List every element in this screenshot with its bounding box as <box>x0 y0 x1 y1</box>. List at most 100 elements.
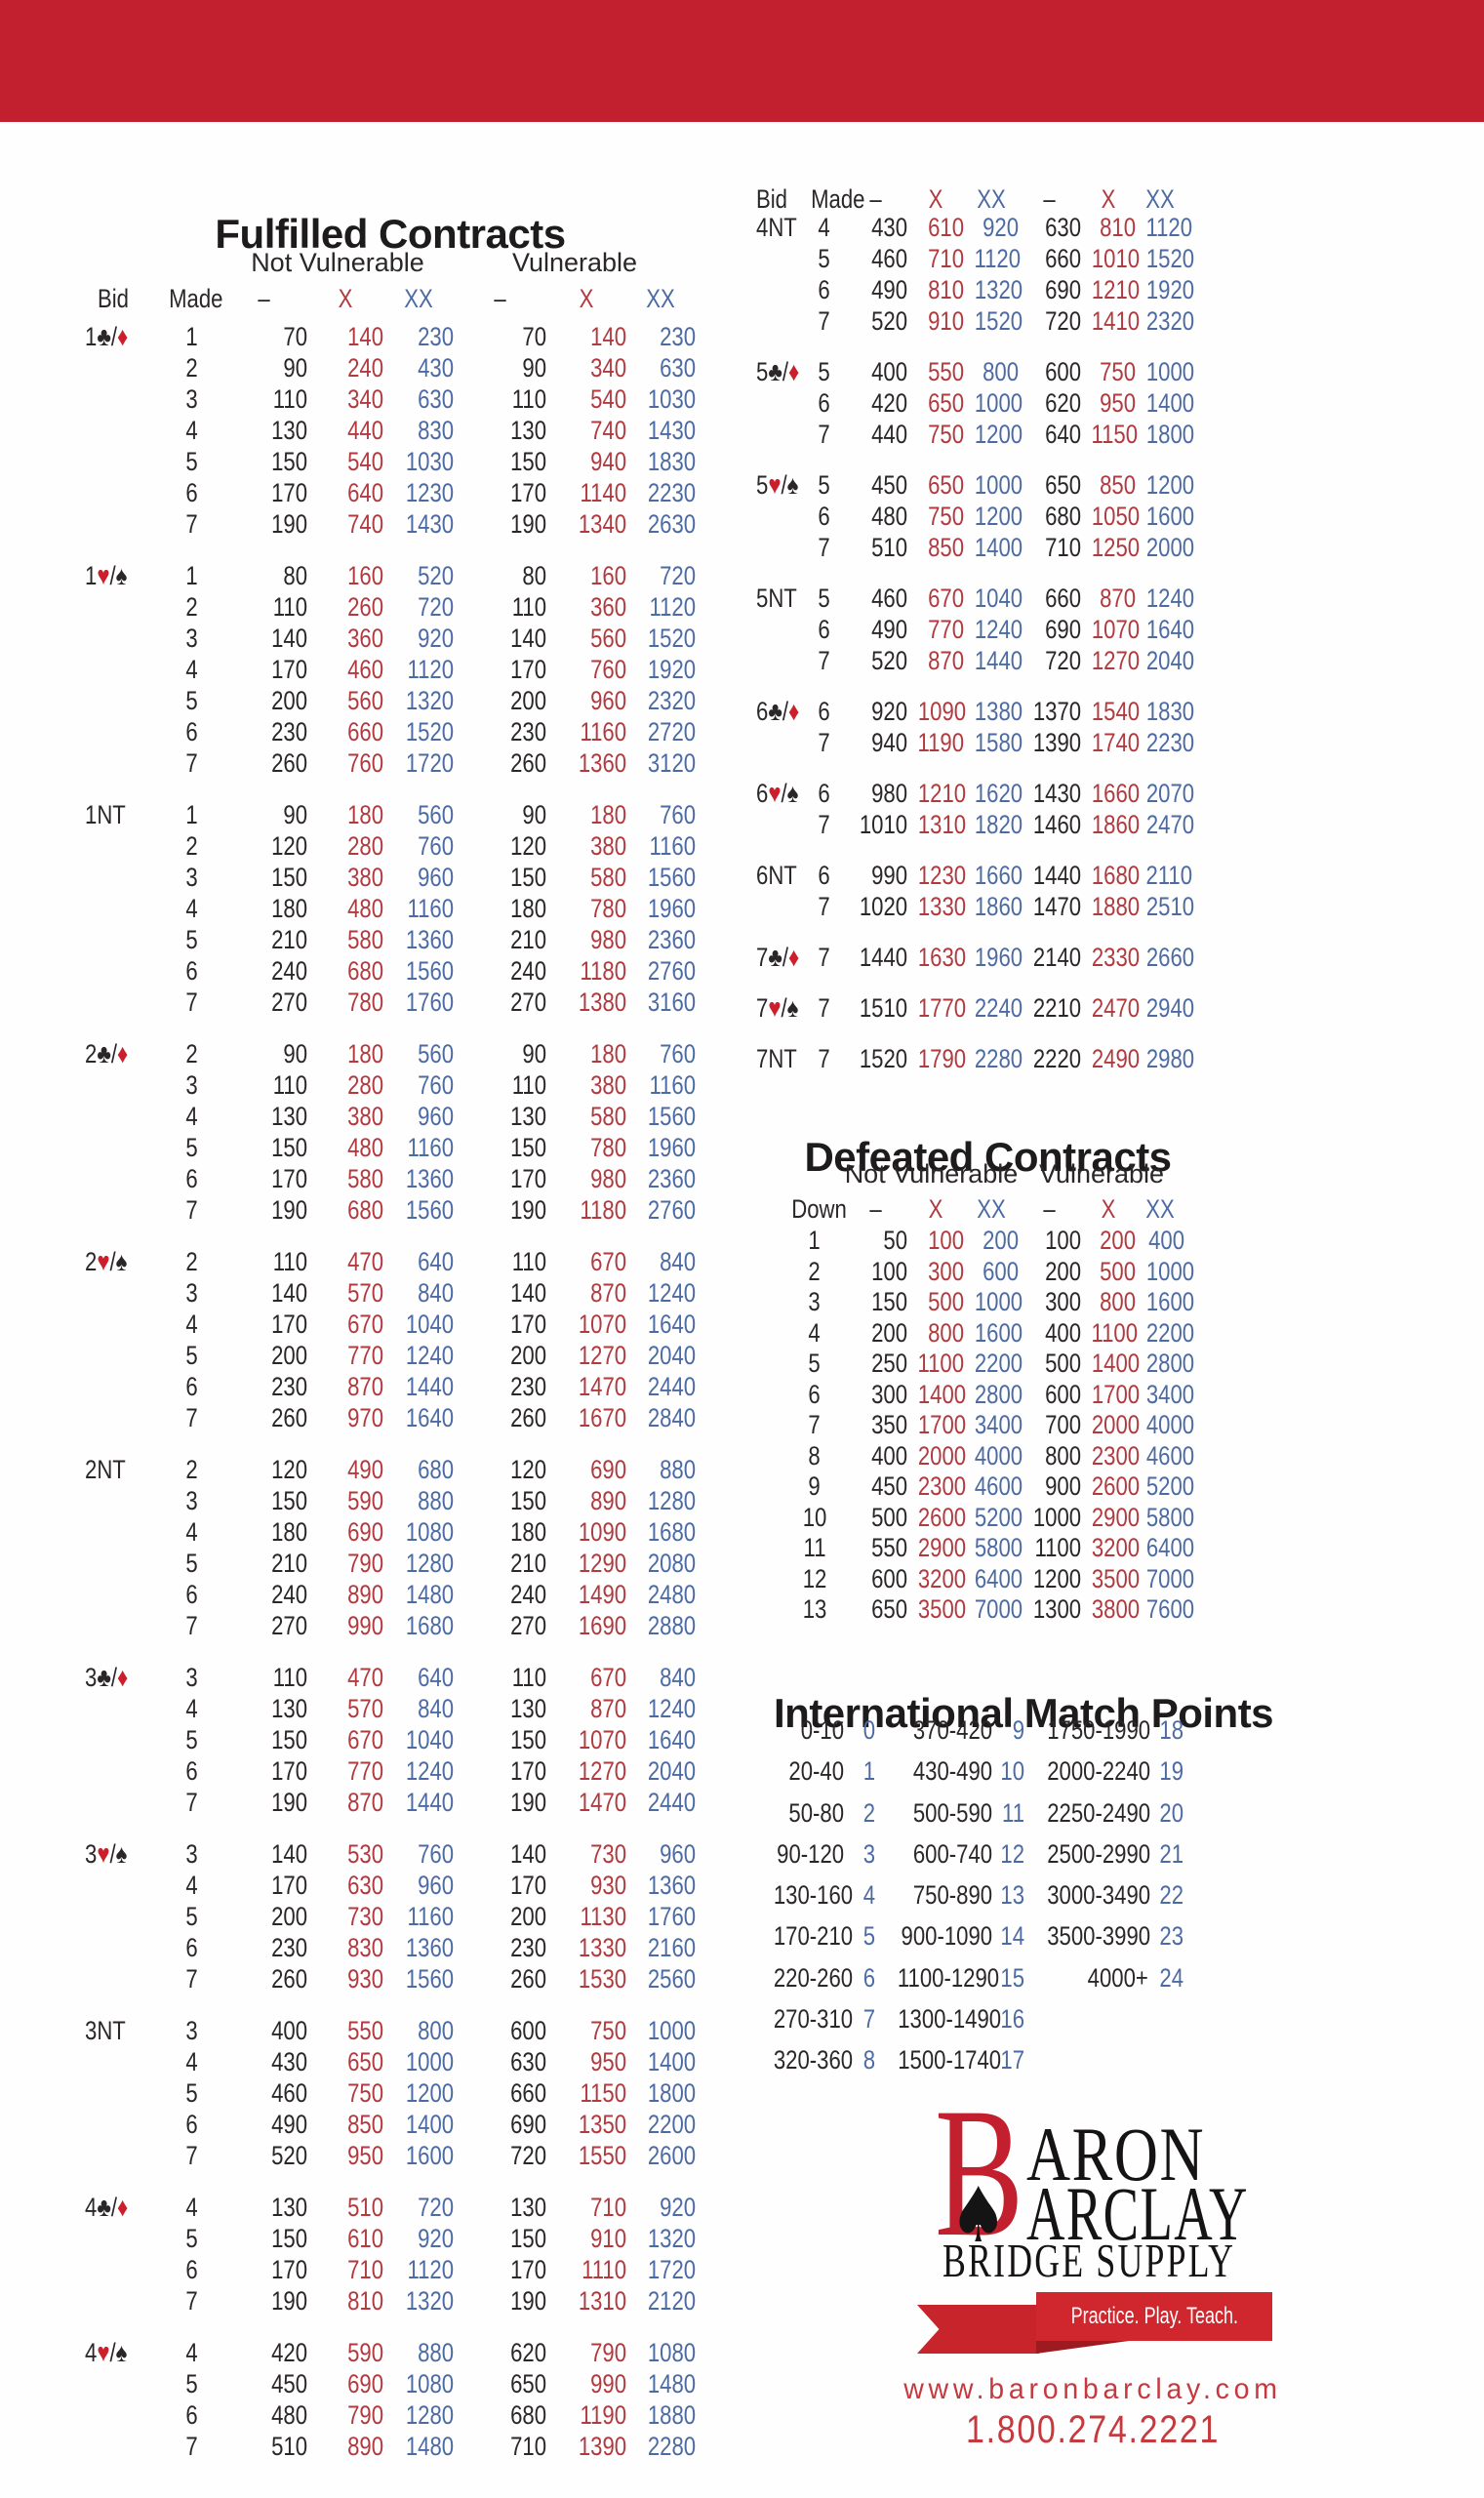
score-value: 950 <box>1100 388 1136 418</box>
bid-cell <box>85 1963 163 1994</box>
score-value: 190 <box>510 2286 546 2316</box>
score-value: 580 <box>590 1102 626 1131</box>
score-row: 7 190 740 1430 190 1340 2630 <box>85 508 696 540</box>
made-cell: 3 <box>185 1278 199 1308</box>
made-cell: 3 <box>185 863 199 892</box>
score-value: 420 <box>271 2338 307 2367</box>
score-value: 1330 <box>578 1933 626 1962</box>
score-value: 190 <box>271 1788 307 1817</box>
score-row: 3 140 360 920 140 560 1520 <box>85 623 696 654</box>
score-value: 1480 <box>405 2432 454 2461</box>
score-value: 420 <box>871 388 907 418</box>
score-row: 4♥/♠ 4 420 590 880 620 790 1080 <box>85 2337 696 2368</box>
score-value: 1000 <box>1145 357 1195 386</box>
score-row: 6 170 580 1360 170 980 2360 <box>85 1163 696 1194</box>
down-cell: 9 <box>808 1471 822 1501</box>
score-value: 490 <box>347 1455 383 1484</box>
bid-cell <box>85 1610 163 1641</box>
imp-value: 15 <box>1000 1962 1024 1993</box>
made-cell: 6 <box>818 615 831 644</box>
score-value: 400 <box>871 357 907 386</box>
penalty-value: 3200 <box>917 1563 967 1593</box>
score-value: 1270 <box>578 1756 626 1786</box>
score-value: 1290 <box>578 1549 626 1578</box>
bid-cell <box>85 1340 163 1371</box>
score-value: 1120 <box>407 2255 454 2284</box>
score-value: 1920 <box>1145 275 1195 304</box>
made-cell: 7 <box>818 420 831 449</box>
score-value: 1160 <box>649 1070 696 1100</box>
bid-cell <box>85 1932 163 1963</box>
score-row: 5 150 610 920 150 910 1320 <box>85 2223 696 2254</box>
imp-value: 1 <box>862 1756 875 1787</box>
score-value: 1090 <box>578 1517 626 1547</box>
score-row: 7NT 7 1520 1790 2280 2220 2490 2980 <box>756 1043 1194 1074</box>
score-value: 780 <box>590 1133 626 1162</box>
score-value: 180 <box>590 800 626 829</box>
score-value: 180 <box>271 894 307 923</box>
bid-cell <box>756 891 805 922</box>
score-value: 480 <box>871 502 907 531</box>
score-row: 7 1010 1310 1820 1460 1860 2470 <box>756 809 1194 840</box>
score-value: 2210 <box>1032 993 1081 1023</box>
score-row: 7 260 930 1560 260 1530 2560 <box>85 1963 696 1994</box>
imp-value: 14 <box>1000 1921 1024 1952</box>
score-value: 1340 <box>578 509 626 539</box>
imp-value: 21 <box>1159 1838 1183 1869</box>
score-value: 660 <box>347 717 383 746</box>
score-value: 200 <box>510 686 546 715</box>
score-row: 7 520 870 1440 720 1270 2040 <box>756 645 1194 676</box>
score-value: 760 <box>418 1839 454 1869</box>
score-value: 570 <box>347 1694 383 1723</box>
score-value: 1310 <box>917 810 967 839</box>
bid-cell <box>85 716 163 747</box>
made-header: Made <box>811 184 865 214</box>
score-value: 1720 <box>647 2255 696 2284</box>
score-value: 720 <box>510 2141 546 2170</box>
bid-group: 3♥/♠ 3 140 530 760 140 730 960 4 170 630 960 170 930 1… <box>85 1838 696 1994</box>
score-value: 1240 <box>405 1756 454 1786</box>
defeat-row: 1 50 100 200 100 200 400 <box>756 1226 1184 1257</box>
score-value: 850 <box>928 533 964 562</box>
score-row: 5♣/♦ 5 400 550 800 600 750 1000 <box>756 356 1195 387</box>
score-value: 510 <box>271 2432 307 2461</box>
bid-level: / <box>781 993 787 1023</box>
score-value: 150 <box>510 447 546 476</box>
bid-cell <box>756 274 805 305</box>
score-value: 1120 <box>974 244 1022 273</box>
score-value: 1350 <box>578 2110 626 2139</box>
score-value: 1160 <box>649 831 696 861</box>
score-value: 720 <box>418 592 454 622</box>
bid-level: 2NT <box>85 1455 126 1484</box>
score-value: 520 <box>271 2141 307 2170</box>
score-value: 2330 <box>1091 943 1141 972</box>
score-value: 780 <box>590 894 626 923</box>
penalty-value: 7600 <box>1145 1594 1195 1624</box>
bid-cell <box>85 1132 163 1163</box>
bid-cell <box>85 924 163 955</box>
score-value: 160 <box>347 561 383 590</box>
score-value: 760 <box>347 748 383 778</box>
penalty-value: 600 <box>871 1563 907 1593</box>
score-value: 150 <box>271 1486 307 1515</box>
score-value: 110 <box>272 592 307 622</box>
bid-cell <box>85 685 163 716</box>
score-value: 190 <box>510 1788 546 1817</box>
penalty-value: 4600 <box>974 1471 1023 1501</box>
bid-cell <box>756 501 805 532</box>
suit-icon: ♦ <box>117 2193 129 2222</box>
made-cell: 6 <box>185 2255 199 2284</box>
fulfilled-contracts-title: Fulfilled Contracts <box>215 211 566 258</box>
bid-level: / <box>110 1663 118 1692</box>
score-value: 480 <box>271 2400 307 2430</box>
made-cell: 5 <box>818 357 831 386</box>
penalty-value: 2200 <box>974 1349 1023 1378</box>
not-vulnerable-label: Not Vulnerable <box>251 248 424 277</box>
score-value: 680 <box>347 1195 383 1225</box>
bid-level: 2 <box>85 1039 98 1068</box>
score-row: 5 450 690 1080 650 990 1480 <box>85 2368 696 2399</box>
made-cell: 3 <box>185 1070 199 1100</box>
imp-value: 3 <box>862 1838 875 1869</box>
score-value: 710 <box>347 2255 383 2284</box>
made-cell: 7 <box>818 993 831 1023</box>
